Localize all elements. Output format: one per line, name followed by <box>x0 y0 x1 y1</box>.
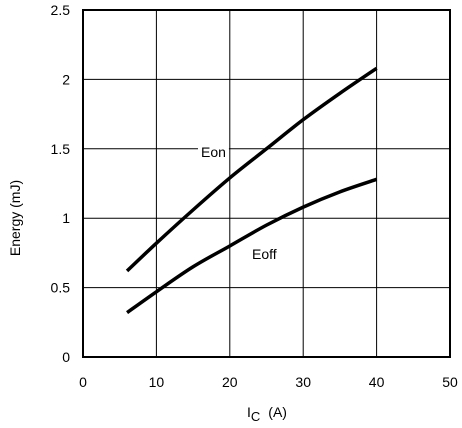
x-axis-label: IC (A) <box>247 404 287 424</box>
y-tick-label: 0.5 <box>51 280 71 296</box>
x-tick-label: 10 <box>149 374 165 390</box>
x-tick-label: 20 <box>222 374 238 390</box>
curves <box>125 66 378 315</box>
series-line-eoff <box>126 177 378 315</box>
series-label-eon: Eon <box>201 144 226 160</box>
y-tick-label: 2.5 <box>51 2 71 18</box>
x-tick-label: 50 <box>442 374 458 390</box>
x-tick-labels: 0 10 20 30 40 50 <box>79 374 458 390</box>
y-tick-label: 2 <box>62 71 70 87</box>
x-tick-label: 0 <box>79 374 87 390</box>
series-label-eoff: Eoff <box>252 246 277 262</box>
series-line-eon <box>125 66 378 273</box>
y-tick-label: 0 <box>62 349 70 365</box>
x-tick-label: 40 <box>369 374 385 390</box>
series-label-background <box>198 143 229 161</box>
y-tick-label: 1.5 <box>51 141 71 157</box>
series-label-background <box>249 245 280 263</box>
plot-frame <box>82 9 451 358</box>
y-axis-label: Energy (mJ) <box>7 180 23 256</box>
x-tick-label: 30 <box>295 374 311 390</box>
series-labels: Eon Eoff <box>198 143 280 263</box>
y-tick-labels: 0 0.5 1 1.5 2 2.5 <box>51 2 71 365</box>
y-tick-label: 1 <box>62 210 70 226</box>
grid <box>83 10 450 357</box>
